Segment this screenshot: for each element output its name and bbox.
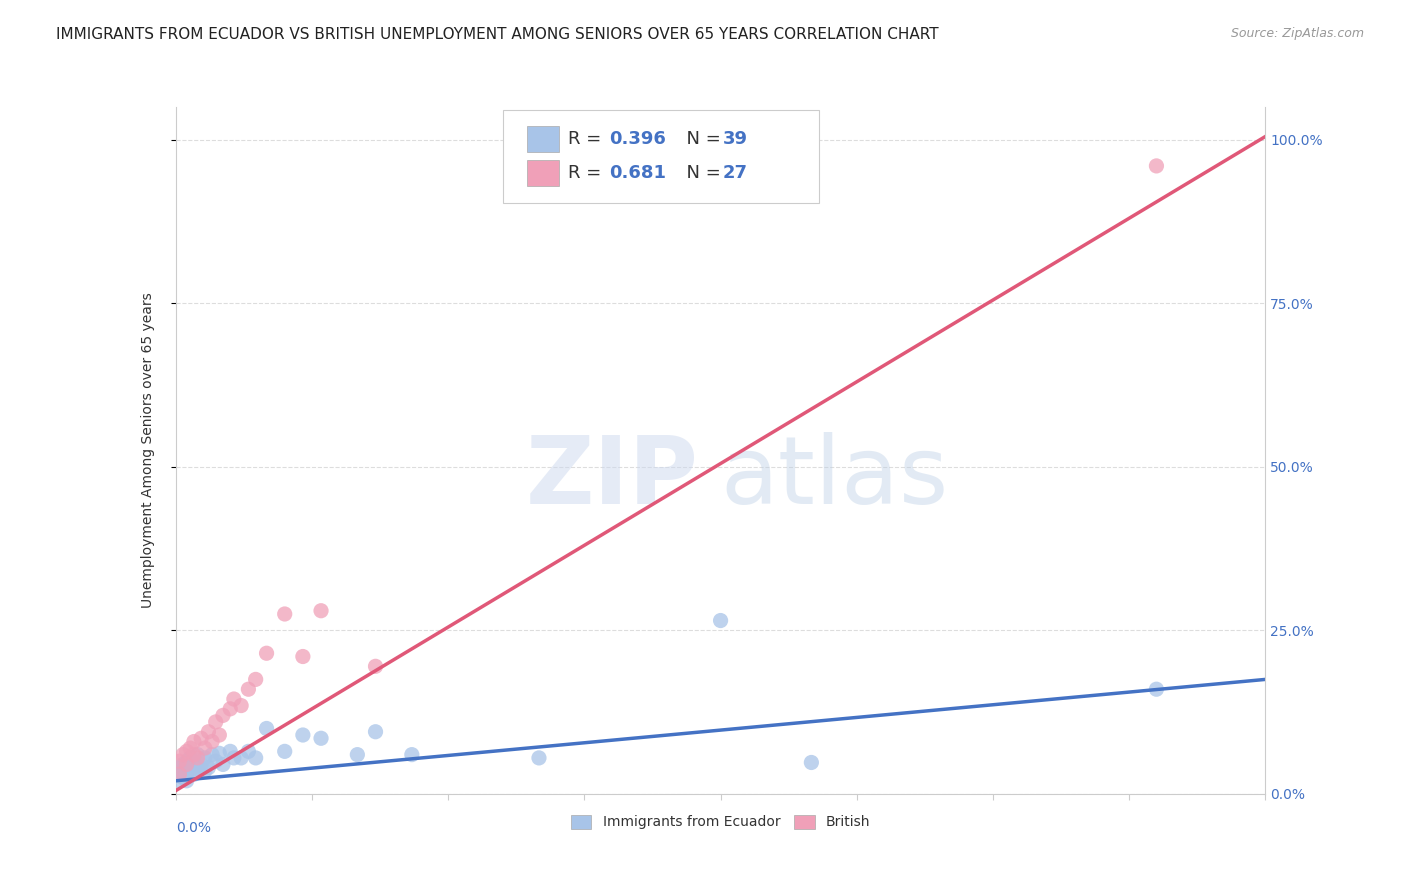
Point (183, 757, 205, 772)
Text: 0.396: 0.396 (609, 129, 666, 148)
Text: N =: N = (675, 129, 727, 148)
Point (219, 702, 242, 716)
Point (710, 614, 733, 628)
Point (176, 744, 198, 758)
Point (176, 767, 198, 781)
Point (204, 754, 226, 768)
Point (190, 731, 212, 746)
Point (197, 761, 219, 775)
Point (190, 757, 212, 772)
Point (245, 673, 267, 687)
Text: N =: N = (675, 164, 727, 182)
Point (527, 751, 550, 765)
Y-axis label: Unemployment Among Seniors over 65 years: Unemployment Among Seniors over 65 years (141, 293, 155, 608)
Text: 27: 27 (723, 164, 748, 182)
Point (291, 649, 314, 664)
Point (197, 724, 219, 739)
Text: R =: R = (568, 129, 607, 148)
Point (1146, 682, 1168, 697)
Point (186, 751, 209, 765)
Point (169, 767, 191, 781)
Point (169, 767, 191, 781)
Point (222, 692, 245, 706)
Text: IMMIGRANTS FROM ECUADOR VS BRITISH UNEMPLOYMENT AMONG SENIORS OVER 65 YEARS CORR: IMMIGRANTS FROM ECUADOR VS BRITISH UNEMP… (56, 27, 939, 42)
Point (176, 773, 198, 788)
Point (212, 757, 235, 772)
Point (169, 761, 191, 775)
Point (256, 646, 278, 660)
Legend: Immigrants from Ecuador, British: Immigrants from Ecuador, British (565, 809, 876, 835)
Point (176, 757, 198, 772)
Point (186, 747, 209, 762)
Text: R =: R = (568, 164, 607, 182)
Point (238, 682, 260, 697)
Point (219, 744, 242, 758)
Point (201, 734, 224, 748)
Point (201, 747, 224, 762)
Point (169, 754, 191, 768)
Text: 0.0%: 0.0% (176, 822, 211, 835)
Point (364, 724, 387, 739)
Text: 0.681: 0.681 (609, 164, 666, 182)
Point (194, 764, 217, 778)
Point (172, 764, 194, 778)
Point (176, 754, 198, 768)
FancyBboxPatch shape (527, 126, 560, 152)
Point (208, 728, 231, 742)
Point (309, 731, 332, 746)
Point (208, 747, 231, 761)
Text: 39: 39 (723, 129, 748, 148)
Point (179, 741, 201, 756)
Point (169, 773, 191, 788)
Point (256, 722, 278, 736)
Point (238, 744, 260, 758)
Text: ZIP: ZIP (526, 432, 699, 524)
Point (172, 757, 194, 772)
Point (179, 751, 201, 765)
Point (1146, 159, 1168, 173)
FancyBboxPatch shape (527, 160, 560, 186)
Point (183, 747, 205, 762)
Text: atlas: atlas (721, 432, 949, 524)
Point (800, 756, 823, 770)
Text: Source: ZipAtlas.com: Source: ZipAtlas.com (1230, 27, 1364, 40)
Point (194, 751, 217, 765)
Point (172, 747, 194, 762)
Point (309, 604, 332, 618)
Point (186, 762, 209, 776)
Point (194, 741, 217, 756)
FancyBboxPatch shape (503, 111, 818, 203)
Point (346, 747, 368, 762)
Point (401, 747, 423, 762)
Point (291, 728, 314, 742)
Point (245, 751, 267, 765)
Point (222, 751, 245, 765)
Point (179, 764, 201, 778)
Point (274, 607, 297, 621)
Point (183, 767, 205, 781)
Point (212, 708, 235, 723)
Point (183, 734, 205, 748)
Point (231, 751, 253, 765)
Point (172, 771, 194, 785)
Point (274, 744, 297, 758)
Point (364, 659, 387, 673)
Point (204, 714, 226, 729)
Point (231, 698, 253, 713)
